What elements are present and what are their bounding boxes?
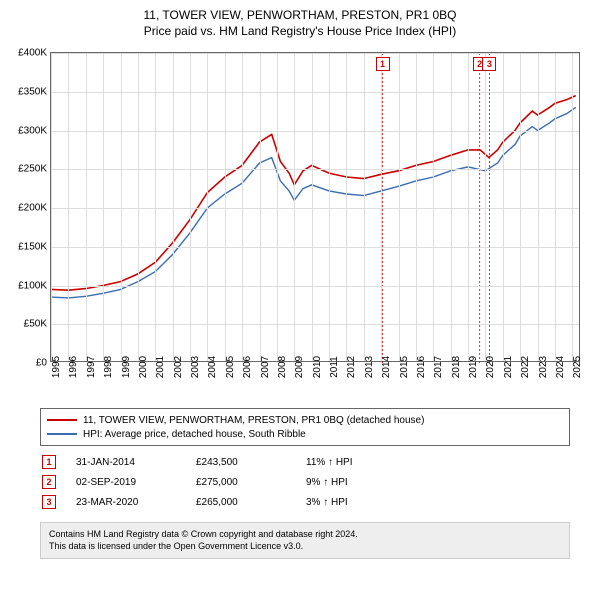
event-diff: 3% ↑ HPI	[306, 497, 570, 508]
event-date: 23-MAR-2020	[76, 497, 196, 508]
y-tick: £400K	[3, 48, 47, 59]
footer: Contains HM Land Registry data © Crown c…	[40, 522, 570, 559]
page: 11, TOWER VIEW, PENWORTHAM, PRESTON, PR1…	[0, 0, 600, 590]
event-row: 3 23-MAR-2020£265,0003% ↑ HPI	[40, 492, 570, 512]
y-tick: £250K	[3, 164, 47, 175]
y-tick: £150K	[3, 241, 47, 252]
event-price: £243,500	[196, 457, 306, 468]
y-tick: £0	[3, 358, 47, 369]
y-tick: £50K	[3, 319, 47, 330]
legend-swatch	[47, 433, 77, 435]
events-table: 1 31-JAN-2014£243,50011% ↑ HPI 2 02-SEP-201…	[40, 452, 570, 512]
footer-line-1: Contains HM Land Registry data © Crown c…	[49, 529, 561, 541]
legend-swatch	[47, 419, 77, 421]
chart: £0£50K£100K£150K£200K£250K£300K£350K£400…	[50, 52, 580, 362]
event-marker: 2	[42, 475, 56, 489]
y-tick: £100K	[3, 280, 47, 291]
event-marker: 1	[42, 455, 56, 469]
legend: 11, TOWER VIEW, PENWORTHAM, PRESTON, PR1…	[40, 408, 570, 446]
page-title: 11, TOWER VIEW, PENWORTHAM, PRESTON, PR1…	[0, 0, 600, 22]
event-diff: 11% ↑ HPI	[306, 457, 570, 468]
event-price: £275,000	[196, 477, 306, 488]
event-diff: 9% ↑ HPI	[306, 477, 570, 488]
event-row: 2 02-SEP-2019£275,0009% ↑ HPI	[40, 472, 570, 492]
event-date: 31-JAN-2014	[76, 457, 196, 468]
event-marker: 3	[42, 495, 56, 509]
footer-line-2: This data is licensed under the Open Gov…	[49, 541, 561, 553]
x-tick: 2025	[572, 356, 594, 378]
y-tick: £200K	[3, 203, 47, 214]
series-hpi	[51, 107, 576, 298]
y-tick: £300K	[3, 125, 47, 136]
legend-item: 11, TOWER VIEW, PENWORTHAM, PRESTON, PR1…	[47, 413, 563, 427]
legend-item: HPI: Average price, detached house, Sout…	[47, 427, 563, 441]
legend-label: 11, TOWER VIEW, PENWORTHAM, PRESTON, PR1…	[83, 415, 424, 426]
chart-marker: 1	[376, 57, 390, 71]
y-tick: £350K	[3, 86, 47, 97]
series-property	[51, 96, 576, 291]
event-row: 1 31-JAN-2014£243,50011% ↑ HPI	[40, 452, 570, 472]
plot-area: £0£50K£100K£150K£200K£250K£300K£350K£400…	[50, 52, 580, 362]
event-date: 02-SEP-2019	[76, 477, 196, 488]
legend-label: HPI: Average price, detached house, Sout…	[83, 429, 306, 440]
event-price: £265,000	[196, 497, 306, 508]
page-subtitle: Price paid vs. HM Land Registry's House …	[0, 22, 600, 44]
chart-marker: 3	[482, 57, 496, 71]
